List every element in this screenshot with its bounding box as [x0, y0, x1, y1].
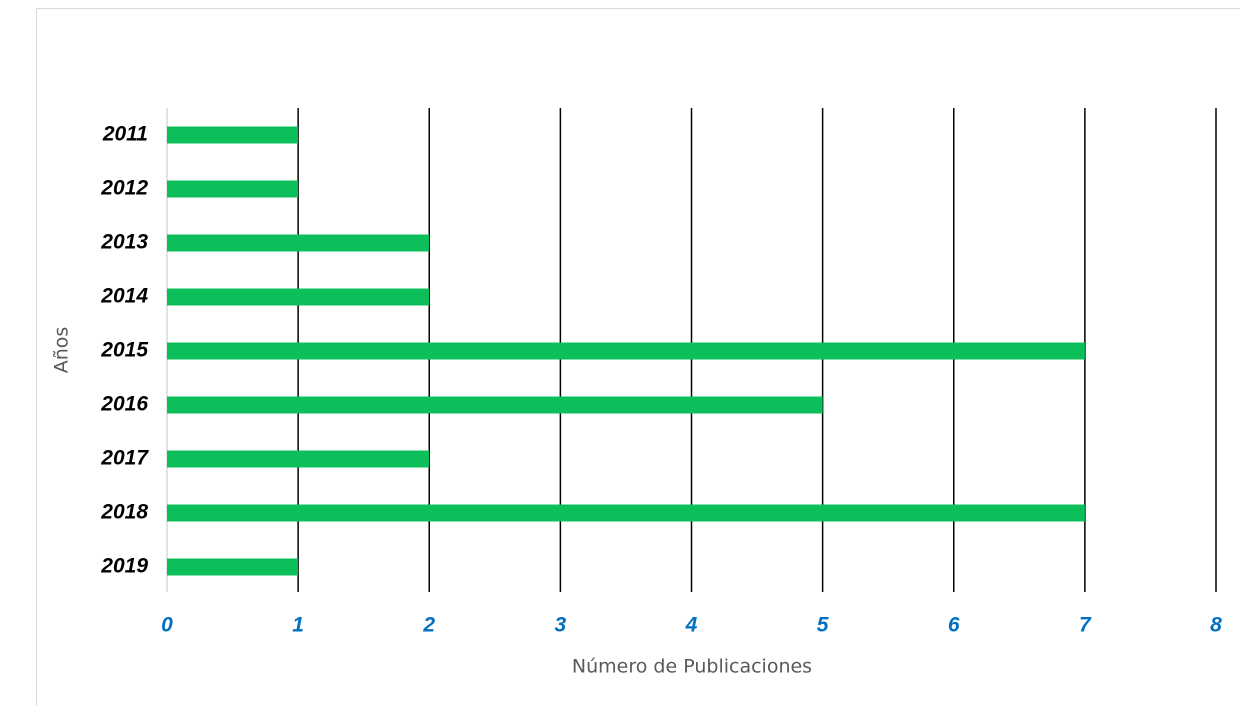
x-tick-label: 7 — [1079, 614, 1092, 637]
bar — [167, 450, 430, 468]
x-tick-label: 8 — [1210, 614, 1222, 637]
y-tick-label: 2014 — [100, 285, 148, 308]
x-tick-label: 0 — [161, 614, 173, 637]
x-tick-label: 5 — [817, 614, 829, 637]
y-tick-label: 2017 — [100, 447, 149, 470]
bar — [167, 558, 299, 576]
x-axis-title: Número de Publicaciones — [572, 656, 812, 678]
x-tick-label: 3 — [555, 614, 567, 637]
bar — [167, 180, 299, 198]
bar — [167, 396, 823, 414]
y-tick-label: 2018 — [100, 501, 148, 524]
y-tick-label: 2012 — [100, 177, 148, 200]
y-tick-label: 2016 — [100, 393, 148, 416]
bar — [167, 504, 1085, 522]
y-tick-label: 2013 — [100, 231, 148, 254]
y-tick-label: 2011 — [102, 123, 148, 146]
y-tick-label: 2019 — [100, 555, 148, 578]
x-tick-label: 6 — [948, 614, 960, 637]
bar — [167, 288, 430, 306]
y-axis-title: Años — [51, 327, 73, 374]
x-tick-label: 2 — [422, 614, 435, 637]
bar — [167, 342, 1085, 360]
bar — [167, 126, 299, 144]
x-tick-label: 1 — [292, 614, 304, 637]
x-tick-label: 4 — [685, 614, 698, 637]
y-tick-label: 2015 — [100, 339, 148, 362]
chart-frame — [36, 8, 1240, 706]
bar — [167, 234, 430, 252]
